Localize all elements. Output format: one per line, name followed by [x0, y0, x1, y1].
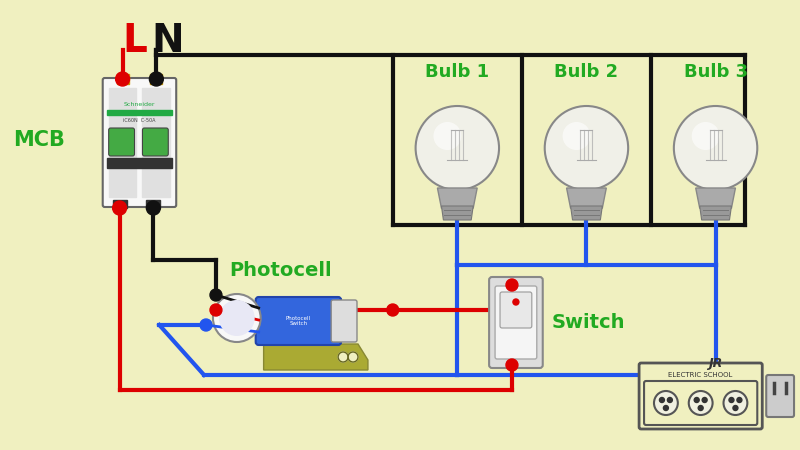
- Polygon shape: [442, 206, 474, 220]
- Text: Photocell: Photocell: [229, 261, 331, 279]
- Circle shape: [200, 319, 212, 331]
- Circle shape: [146, 201, 160, 215]
- Bar: [106, 158, 172, 168]
- Text: Bulb 2: Bulb 2: [554, 63, 618, 81]
- Text: Schneider: Schneider: [124, 102, 155, 107]
- FancyBboxPatch shape: [256, 297, 341, 345]
- Polygon shape: [566, 188, 606, 208]
- Circle shape: [213, 294, 261, 342]
- Polygon shape: [264, 344, 368, 370]
- Polygon shape: [438, 188, 477, 208]
- Circle shape: [689, 391, 713, 415]
- Circle shape: [702, 397, 707, 402]
- Circle shape: [219, 300, 254, 336]
- Bar: [146, 200, 160, 208]
- FancyBboxPatch shape: [109, 128, 134, 156]
- Circle shape: [434, 122, 462, 150]
- Circle shape: [506, 279, 518, 291]
- Circle shape: [698, 405, 703, 410]
- Circle shape: [694, 397, 699, 402]
- FancyBboxPatch shape: [142, 128, 168, 156]
- FancyBboxPatch shape: [489, 277, 542, 368]
- Text: L: L: [122, 22, 147, 60]
- Polygon shape: [570, 206, 602, 220]
- Circle shape: [116, 72, 130, 86]
- Text: JR: JR: [709, 357, 722, 370]
- Circle shape: [545, 106, 628, 190]
- Text: Switch: Switch: [552, 312, 625, 332]
- Circle shape: [338, 352, 348, 362]
- Circle shape: [348, 352, 358, 362]
- Circle shape: [113, 201, 126, 215]
- Text: N: N: [151, 22, 183, 60]
- FancyBboxPatch shape: [639, 363, 762, 429]
- FancyBboxPatch shape: [644, 381, 758, 425]
- Circle shape: [733, 405, 738, 410]
- Text: iC60N  C-50A: iC60N C-50A: [123, 117, 156, 122]
- Circle shape: [654, 391, 678, 415]
- Circle shape: [210, 289, 222, 301]
- Circle shape: [506, 359, 518, 371]
- Bar: [106, 110, 172, 115]
- Text: Bulb 3: Bulb 3: [683, 63, 748, 81]
- Circle shape: [210, 304, 222, 316]
- Text: Photocell
Switch: Photocell Switch: [286, 315, 311, 326]
- Text: ELECTRIC SCHOOL: ELECTRIC SCHOOL: [669, 372, 733, 378]
- Bar: [109, 88, 137, 197]
- Circle shape: [416, 106, 499, 190]
- Circle shape: [150, 72, 163, 86]
- Polygon shape: [696, 188, 735, 208]
- Circle shape: [659, 397, 665, 402]
- Bar: [142, 88, 170, 197]
- Circle shape: [723, 391, 747, 415]
- FancyBboxPatch shape: [495, 286, 537, 359]
- FancyBboxPatch shape: [331, 300, 357, 342]
- Bar: [113, 200, 126, 208]
- Circle shape: [667, 397, 672, 402]
- Circle shape: [663, 405, 668, 410]
- Circle shape: [513, 299, 519, 305]
- Polygon shape: [700, 206, 731, 220]
- FancyBboxPatch shape: [766, 375, 794, 417]
- Text: Bulb 1: Bulb 1: [426, 63, 490, 81]
- FancyBboxPatch shape: [500, 292, 532, 328]
- FancyBboxPatch shape: [102, 78, 176, 207]
- Bar: [117, 74, 129, 84]
- Text: MCB: MCB: [13, 130, 65, 150]
- Circle shape: [386, 304, 398, 316]
- Circle shape: [674, 106, 758, 190]
- Circle shape: [729, 397, 734, 402]
- Circle shape: [737, 397, 742, 402]
- Bar: [150, 74, 162, 84]
- Circle shape: [562, 122, 590, 150]
- Circle shape: [692, 122, 719, 150]
